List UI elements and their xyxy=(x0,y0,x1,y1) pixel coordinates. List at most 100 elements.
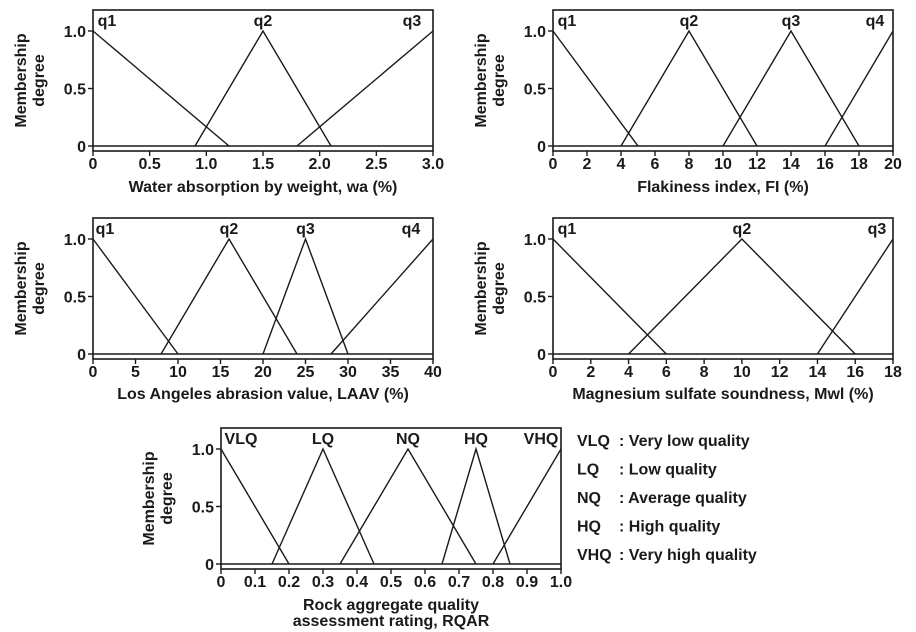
y-tick-label: 0.5 xyxy=(524,82,546,99)
legend-code: NQ xyxy=(577,490,601,507)
membership-label-q1: q1 xyxy=(96,221,115,238)
y-tick-label: 1.0 xyxy=(192,442,214,459)
x-tick-label: 6 xyxy=(662,364,671,381)
x-tick-label: 12 xyxy=(771,364,789,381)
membership-line-q1 xyxy=(92,238,179,355)
legend-meaning: : Low quality xyxy=(619,462,717,479)
membership-label-q4: q4 xyxy=(402,221,421,238)
membership-label-q1: q1 xyxy=(98,13,117,30)
x-tick-label: 1.0 xyxy=(550,574,572,591)
membership-line-q1 xyxy=(552,30,639,147)
chart-panel-5: 0 0.5 1.0 Membershipdegree 0 0.1 0.2 0.3 0.4 0.5 0… xyxy=(141,427,757,630)
membership-line-q3 xyxy=(816,238,894,355)
x-tick-label: 0 xyxy=(89,364,98,381)
x-tick-label: 16 xyxy=(816,156,834,173)
x-tick-label: 15 xyxy=(212,364,230,381)
chart-panel-1: 0 0.5 1.0 Membershipdegree 0 0.5 1.0 1.5 2.0 2.5 3… xyxy=(13,9,444,196)
x-tick-label: 0.7 xyxy=(448,574,470,591)
y-tick-label: 1.0 xyxy=(64,232,86,249)
membership-label-q3: q3 xyxy=(868,221,887,238)
x-tick-label: 25 xyxy=(297,364,315,381)
y-axis-label: Membershipdegree xyxy=(473,241,508,335)
x-tick-label: 3.0 xyxy=(422,156,444,173)
x-tick-label: 2 xyxy=(586,364,595,381)
legend-meaning: : High quality xyxy=(619,519,720,536)
plot-frame xyxy=(552,9,894,152)
membership-line-q2 xyxy=(160,237,298,355)
membership-label-q3: q3 xyxy=(782,13,801,30)
y-tick-label: 0.5 xyxy=(64,82,86,99)
x-tick-label: 2.5 xyxy=(365,156,387,173)
legend-meaning: : Very low quality xyxy=(619,433,750,450)
membership-label-q2: q2 xyxy=(220,221,239,238)
x-tick-label: 20 xyxy=(884,156,902,173)
membership-line-q2 xyxy=(628,238,856,355)
legend-meaning: : Very high quality xyxy=(619,547,757,564)
membership-label-q1: q1 xyxy=(558,13,577,30)
x-tick-label: 6 xyxy=(651,156,660,173)
x-tick-label: 40 xyxy=(424,364,442,381)
membership-line-q3 xyxy=(262,236,349,355)
legend-code: HQ xyxy=(577,519,601,536)
y-tick-label: 0.5 xyxy=(192,500,214,517)
x-tick-label: 4 xyxy=(624,364,633,381)
x-tick-label: 1.0 xyxy=(195,156,217,173)
x-tick-label: 14 xyxy=(782,156,800,173)
y-tick-label: 1.0 xyxy=(524,232,546,249)
x-tick-label: 2.0 xyxy=(309,156,331,173)
legend-code: VHQ xyxy=(577,547,612,564)
membership-label-q2: q2 xyxy=(254,13,273,30)
y-tick-label: 0 xyxy=(77,347,86,364)
membership-line-vlq xyxy=(220,448,290,565)
x-tick-label: 30 xyxy=(339,364,357,381)
x-tick-label: 10 xyxy=(169,364,187,381)
x-tick-label: 1.5 xyxy=(252,156,274,173)
y-axis-label: Membershipdegree xyxy=(13,33,48,127)
membership-line-lq xyxy=(271,447,375,565)
y-tick-label: 0 xyxy=(77,139,86,156)
chart-panel-2: 0 0.5 1.0 Membershipdegree 0 2 4 6 8 10 12 14 16 18 20… xyxy=(473,9,902,196)
membership-label-q1: q1 xyxy=(558,221,577,238)
x-tick-label: 0.1 xyxy=(244,574,266,591)
legend-code: VLQ xyxy=(577,433,610,450)
membership-label-q3: q3 xyxy=(403,13,422,30)
membership-line-hq xyxy=(441,446,511,565)
x-tick-label: 5 xyxy=(131,364,140,381)
membership-line-q2 xyxy=(620,29,758,147)
membership-line-vhq xyxy=(492,448,562,565)
x-axis-label: Water absorption by weight, wa (%) xyxy=(129,179,398,196)
x-tick-label: 18 xyxy=(850,156,868,173)
y-tick-label: 1.0 xyxy=(524,24,546,41)
legend-code: LQ xyxy=(577,462,599,479)
membership-label-vlq: VLQ xyxy=(225,431,258,448)
x-tick-label: 8 xyxy=(685,156,694,173)
quality-legend: VLQ : Very low quality LQ : Low quality NQ : … xyxy=(577,433,757,564)
x-tick-label: 12 xyxy=(748,156,766,173)
x-tick-label: 14 xyxy=(809,364,827,381)
membership-label-lq: LQ xyxy=(312,431,334,448)
y-tick-label: 0.5 xyxy=(524,290,546,307)
membership-label-q4: q4 xyxy=(866,13,885,30)
x-tick-label: 0.4 xyxy=(346,574,368,591)
y-axis-label: Membershipdegree xyxy=(141,451,176,545)
x-tick-label: 2 xyxy=(583,156,592,173)
membership-label-q3: q3 xyxy=(296,221,315,238)
membership-label-nq: NQ xyxy=(396,431,420,448)
membership-label-q2: q2 xyxy=(733,221,752,238)
membership-line-q4 xyxy=(330,238,434,355)
y-axis-label: Membershipdegree xyxy=(473,33,508,127)
y-axis-label: Membershipdegree xyxy=(13,241,48,335)
membership-line-nq xyxy=(339,447,477,565)
x-tick-label: 10 xyxy=(733,364,751,381)
x-tick-label: 4 xyxy=(617,156,626,173)
plot-frame xyxy=(220,427,562,570)
membership-label-vhq: VHQ xyxy=(524,431,559,448)
x-tick-label: 20 xyxy=(254,364,272,381)
x-axis-label: Rock aggregate quality xyxy=(303,597,479,614)
membership-line-q3 xyxy=(722,29,860,147)
membership-line-q4 xyxy=(824,30,894,147)
x-tick-label: 0.8 xyxy=(482,574,504,591)
x-axis-label: Los Angeles abrasion value, LAAV (%) xyxy=(117,386,409,403)
x-axis-label: assessment rating, RQAR xyxy=(293,613,490,630)
